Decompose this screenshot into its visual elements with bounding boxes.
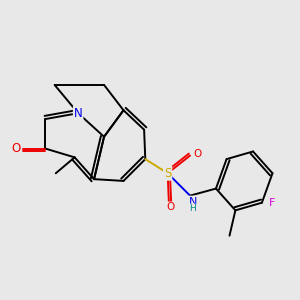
Text: N: N (74, 107, 82, 120)
Text: O: O (166, 202, 174, 212)
Text: N: N (189, 196, 197, 206)
Text: S: S (164, 167, 171, 180)
Text: O: O (12, 142, 21, 155)
Text: H: H (190, 204, 196, 213)
Text: F: F (269, 198, 276, 208)
Text: O: O (193, 149, 201, 159)
